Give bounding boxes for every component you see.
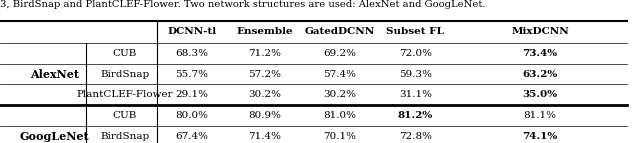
Text: 80.9%: 80.9%	[248, 111, 281, 120]
Text: PlantCLEF-Flower: PlantCLEF-Flower	[77, 90, 173, 99]
Text: 74.1%: 74.1%	[522, 132, 558, 141]
Text: 72.0%: 72.0%	[399, 49, 432, 58]
Text: 81.0%: 81.0%	[323, 111, 356, 120]
Text: GoogLeNet: GoogLeNet	[20, 131, 89, 142]
Text: 71.2%: 71.2%	[248, 49, 281, 58]
Text: 30.2%: 30.2%	[323, 90, 356, 99]
Text: 57.2%: 57.2%	[248, 69, 281, 79]
Text: 73.4%: 73.4%	[523, 49, 557, 58]
Text: GatedDCNN: GatedDCNN	[305, 27, 375, 36]
Text: 59.3%: 59.3%	[399, 69, 432, 79]
Text: 71.4%: 71.4%	[248, 132, 281, 141]
Text: 69.2%: 69.2%	[323, 49, 356, 58]
Text: MixDCNN: MixDCNN	[511, 27, 569, 36]
Text: 67.4%: 67.4%	[175, 132, 209, 141]
Text: 3, BirdSnap and PlantCLEF-Flower. Two network structures are used: AlexNet and G: 3, BirdSnap and PlantCLEF-Flower. Two ne…	[0, 0, 486, 9]
Text: 68.3%: 68.3%	[175, 49, 209, 58]
Text: AlexNet: AlexNet	[30, 68, 79, 80]
Text: 35.0%: 35.0%	[523, 90, 557, 99]
Text: 81.1%: 81.1%	[524, 111, 557, 120]
Text: DCNN-tl: DCNN-tl	[168, 27, 216, 36]
Text: 31.1%: 31.1%	[399, 90, 432, 99]
Text: CUB: CUB	[113, 49, 137, 58]
Text: 81.2%: 81.2%	[397, 111, 433, 120]
Text: BirdSnap: BirdSnap	[100, 69, 149, 79]
Text: 70.1%: 70.1%	[323, 132, 356, 141]
Text: 55.7%: 55.7%	[175, 69, 209, 79]
Text: Ensemble: Ensemble	[236, 27, 293, 36]
Text: 80.0%: 80.0%	[175, 111, 209, 120]
Text: BirdSnap: BirdSnap	[100, 132, 149, 141]
Text: 63.2%: 63.2%	[522, 69, 558, 79]
Text: 72.8%: 72.8%	[399, 132, 432, 141]
Text: Subset FL: Subset FL	[387, 27, 444, 36]
Text: 57.4%: 57.4%	[323, 69, 356, 79]
Text: CUB: CUB	[113, 111, 137, 120]
Text: 29.1%: 29.1%	[175, 90, 209, 99]
Text: 30.2%: 30.2%	[248, 90, 281, 99]
